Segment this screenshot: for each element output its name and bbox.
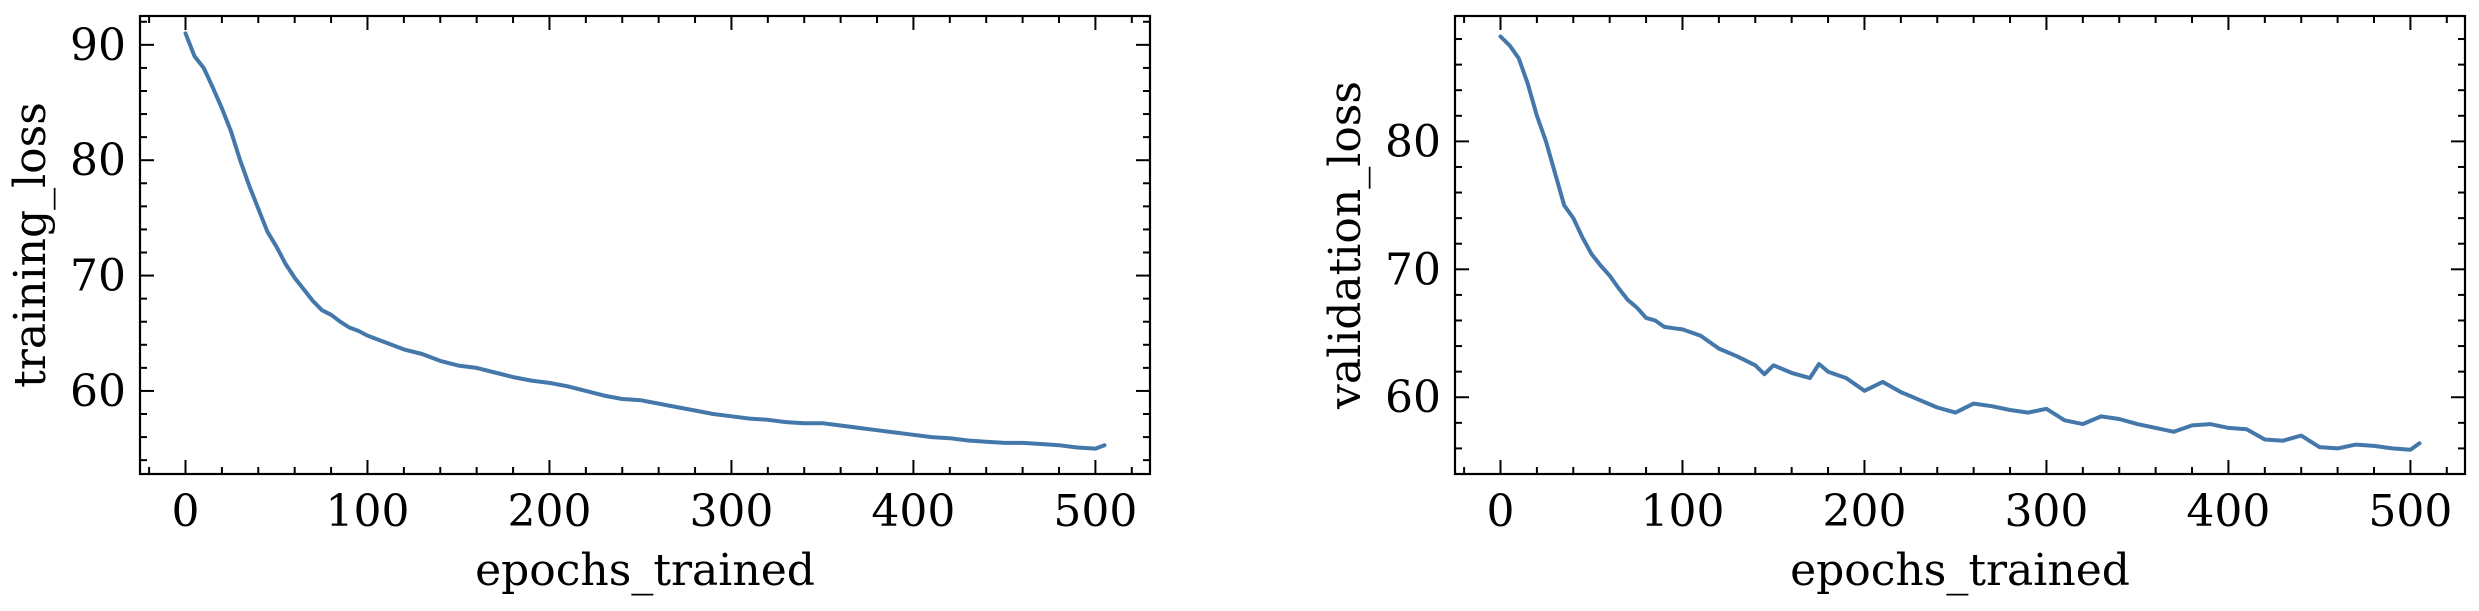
x-tick-label: 400 bbox=[871, 486, 955, 537]
y-tick-label: 80 bbox=[70, 135, 126, 186]
y-tick-label: 70 bbox=[1385, 244, 1441, 295]
x-tick-label: 300 bbox=[2004, 486, 2088, 537]
x-tick-label: 400 bbox=[2186, 486, 2270, 537]
y-tick-label: 70 bbox=[70, 251, 126, 302]
x-tick-label: 100 bbox=[1640, 486, 1724, 537]
validation-loss-line bbox=[1498, 34, 2422, 452]
training-plot-frame bbox=[138, 14, 1152, 476]
validation-x-axis-label: epochs_trained bbox=[1790, 545, 2130, 596]
x-tick-label: 500 bbox=[1053, 486, 1137, 537]
validation-y-axis-label: validation_loss bbox=[1320, 81, 1371, 410]
x-tick-label: 500 bbox=[2368, 486, 2452, 537]
y-tick-label: 80 bbox=[1385, 116, 1441, 167]
validation-loss-panel: 0 100 200 300 400 500 60 70 80 epochs_trained vali… bbox=[1320, 14, 2467, 596]
training-y-axis-label: training_loss bbox=[5, 102, 56, 388]
training-x-axis-label: epochs_trained bbox=[475, 545, 815, 596]
x-tick-label: 0 bbox=[1486, 486, 1514, 537]
x-tick-label: 300 bbox=[689, 486, 773, 537]
x-tick-label: 100 bbox=[325, 486, 409, 537]
x-tick-label: 200 bbox=[1822, 486, 1906, 537]
training-loss-panel: 0 100 200 300 400 500 60 70 80 90 epochs_trained tr… bbox=[5, 14, 1152, 596]
training-loss-line bbox=[183, 31, 1107, 451]
y-tick-label: 60 bbox=[70, 366, 126, 417]
validation-plot-frame bbox=[1453, 14, 2467, 476]
y-tick-label: 60 bbox=[1385, 372, 1441, 423]
x-tick-label: 200 bbox=[507, 486, 591, 537]
x-tick-label: 0 bbox=[171, 486, 199, 537]
y-tick-label: 90 bbox=[70, 20, 126, 71]
